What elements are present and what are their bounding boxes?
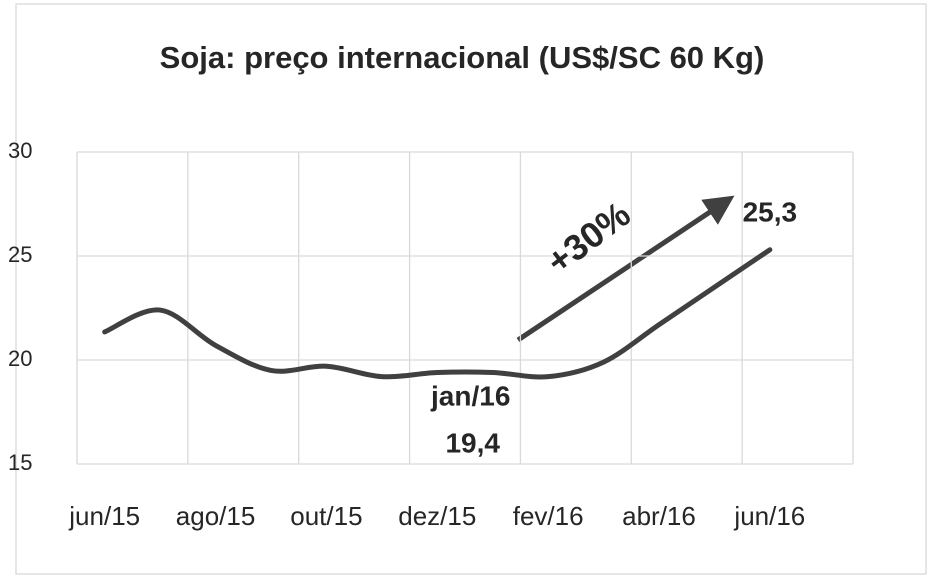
line-series [102,247,773,380]
x-tick-label: abr/16 [622,501,696,531]
x-tick-label: out/15 [290,501,362,531]
annotation: jan/16 [430,380,510,411]
y-tick-label: 30 [8,138,32,163]
y-tick-label: 20 [8,346,32,371]
y-tick-label: 25 [8,242,32,267]
chart-title: Soja: preço internacional (US$/SC 60 Kg) [160,40,765,75]
x-tick-label: jun/16 [733,501,805,531]
x-tick-label: fev/16 [513,501,584,531]
trend-arrow [516,195,735,343]
annotation: 25,3 [743,196,798,227]
x-tick-label: ago/15 [176,501,256,531]
chart-border [15,3,927,575]
x-tick-label: dez/15 [398,501,476,531]
y-tick-label: 15 [8,450,32,475]
x-tick-label: jun/15 [68,501,140,531]
annotation: 19,4 [445,427,500,458]
